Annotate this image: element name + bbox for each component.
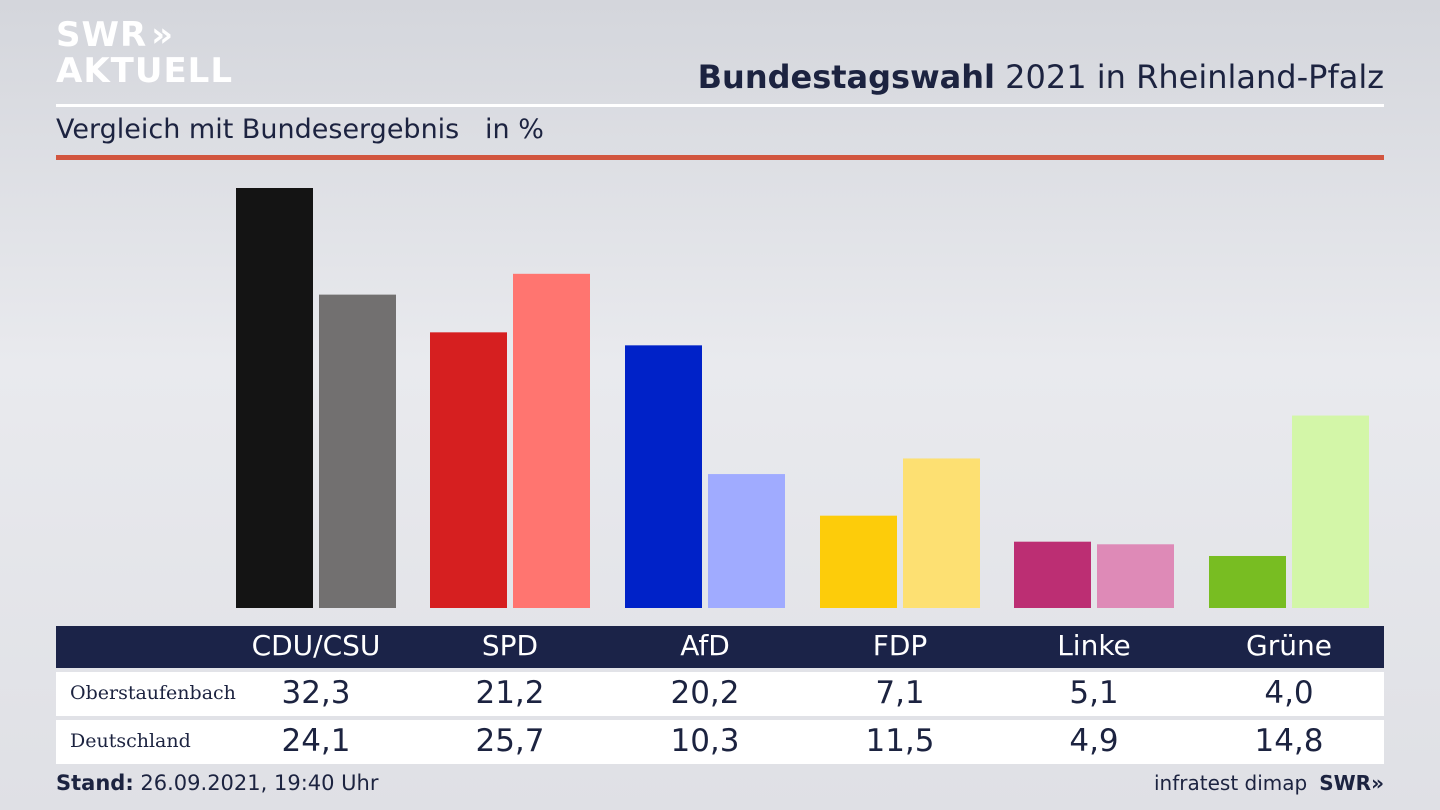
table-cell: 32,3 [281,675,351,711]
bar-gr-ne-national [1292,415,1369,608]
bar-cdu-csu-local [236,188,313,608]
table-cell: 4,0 [1264,675,1314,711]
table-cell: 7,1 [875,675,925,711]
table-cell: 5,1 [1069,675,1119,711]
bar-linke-national [1097,544,1174,608]
source-label: infratest dimap [1154,771,1308,795]
column-header: CDU/CSU [251,629,381,662]
bar-fdp-local [820,515,897,608]
bar-chart [236,188,1369,608]
column-header: SPD [481,629,539,662]
table-row: Oberstaufenbach 32,3 21,2 20,2 7,1 5,1 4,0 [56,672,1384,716]
table-cell: 25,7 [475,723,545,759]
column-header: Grüne [1246,629,1332,662]
logo-line1: SWR [56,15,148,55]
column-header: AfD [680,629,730,662]
header-divider [56,104,1384,107]
page-title-rest: 2021 in Rheinland-Pfalz [995,58,1384,96]
bar-gr-ne-local [1209,555,1286,608]
page-title: Bundestagswahl 2021 in Rheinland-Pfalz [698,58,1384,96]
bar-linke-local [1014,541,1091,608]
chart-subtitle: Vergleich mit Bundesergebnis in % [56,114,544,145]
stand-label: Stand: [56,771,134,795]
table-cell: 21,2 [475,675,545,711]
row-label: Deutschland [70,730,191,752]
timestamp: Stand: 26.09.2021, 19:40 Uhr [56,771,379,795]
table-header-row: CDU/CSU SPD AfD FDP Linke Grüne [56,626,1384,668]
page-title-bold: Bundestagswahl [697,58,995,96]
source-credit: infratest dimap SWR» [1154,771,1384,795]
table-cell: 20,2 [670,675,740,711]
row-label: Oberstaufenbach [70,682,236,704]
stand-value: 26.09.2021, 19:40 Uhr [133,771,379,795]
bar-afd-local [625,345,702,608]
table-cell: 10,3 [670,723,740,759]
table-cell: 11,5 [865,723,935,759]
results-table: CDU/CSU SPD AfD FDP Linke Grüne Oberstaufenba… [56,626,1384,764]
column-header: Linke [1057,629,1131,662]
accent-divider [56,155,1384,160]
swr-aktuell-logo: SWR» AKTUELL [56,18,233,88]
bar-spd-national [513,273,590,608]
column-header: FDP [872,629,928,662]
table-cell: 24,1 [281,723,351,759]
bar-spd-local [430,332,507,608]
table-row: Deutschland 24,1 25,7 10,3 11,5 4,9 14,8 [56,720,1384,764]
table-cell: 4,9 [1069,723,1119,759]
swr-brand-icon: SWR» [1319,771,1384,795]
bar-afd-national [708,474,785,608]
bar-fdp-national [903,458,980,608]
table-cell: 14,8 [1254,723,1324,759]
bar-cdu-csu-national [319,294,396,608]
logo-line2: AKTUELL [56,51,234,91]
